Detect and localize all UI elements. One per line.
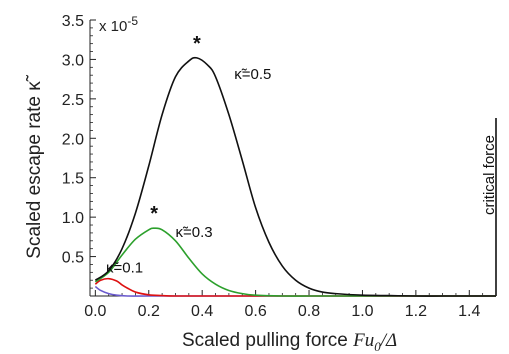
peak-marker: * xyxy=(193,33,201,55)
y-tick-label: 2.5 xyxy=(62,92,84,109)
x-tick-label: 0.6 xyxy=(244,303,266,320)
curves xyxy=(94,56,496,297)
x-tick-label: 0.8 xyxy=(298,303,320,320)
x-axis-title-tail: /Δ xyxy=(380,330,397,351)
x-axis-title-sub: 0 xyxy=(374,339,381,354)
series-annotation: κ̃=0.1 xyxy=(106,259,143,276)
x-tick-label: 0.2 xyxy=(138,303,160,320)
x-tick-label: 0.4 xyxy=(191,303,213,320)
x-tick-label: 1.4 xyxy=(458,303,480,320)
y-tick-label: 3.5 xyxy=(62,13,84,30)
y-tick-label: 0.5 xyxy=(62,250,84,267)
x-tick-label: 1.2 xyxy=(405,303,427,320)
series-annotation: κ̃=0.3 xyxy=(175,224,212,241)
y-exponent: -5 xyxy=(127,14,138,28)
series-line-0 xyxy=(94,56,496,297)
y-multiplier: x 10-5 xyxy=(99,14,138,35)
y-tick-label: 1.5 xyxy=(62,171,84,188)
x-axis-title-text: Scaled pulling force xyxy=(182,330,353,351)
x-axis-title-math: Fu xyxy=(352,330,374,351)
y-tick-label: 1.0 xyxy=(62,210,84,227)
x-axis-title: Scaled pulling force Fu0/Δ xyxy=(182,330,397,354)
critical-force-label: critical force xyxy=(481,135,498,215)
y-tick-label: 3.0 xyxy=(62,52,84,69)
axes: 0.5 1.0 1.5 2.0 2.5 3.0 3.5 0.0 0.2 0.4 0.6 0.8 1.0 1… xyxy=(62,13,497,320)
series-annotation: κ̃=0.5 xyxy=(234,66,271,83)
x-tick-label: 1.0 xyxy=(351,303,373,320)
y-axis-title: Scaled escape rate κ̃ xyxy=(24,74,45,258)
y-tick-label: 2.0 xyxy=(62,131,84,148)
labels: κ̃=0.5 κ̃=0.3 κ̃=0.1 * * xyxy=(106,33,271,276)
peak-marker: * xyxy=(150,203,158,225)
series-line-1 xyxy=(94,227,496,297)
x-tick-label: 0.0 xyxy=(84,303,106,320)
